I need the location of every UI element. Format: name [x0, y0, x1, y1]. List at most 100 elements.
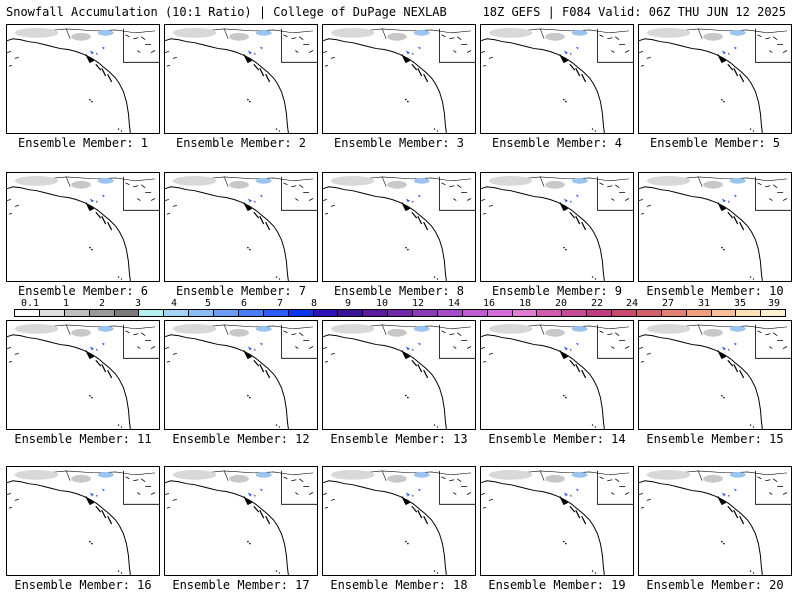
- legend-swatch: [661, 310, 687, 316]
- legend-swatch: [462, 310, 488, 316]
- snowfall-map: [638, 24, 792, 134]
- legend-swatch: [736, 310, 762, 316]
- legend-label: 3: [134, 298, 142, 309]
- ensemble-member-label: Ensemble Member: 16: [14, 578, 152, 592]
- legend-swatch: [388, 310, 413, 316]
- legend-label: 35: [733, 298, 747, 309]
- legend-swatch: [114, 310, 140, 316]
- ensemble-panel: Ensemble Member: 13: [322, 320, 476, 450]
- ensemble-member-label: Ensemble Member: 5: [649, 136, 781, 150]
- legend-bar: [14, 309, 786, 317]
- legend-swatch: [338, 310, 364, 316]
- legend-swatch: [15, 310, 40, 316]
- legend-label: 39: [767, 298, 781, 309]
- ensemble-member-label: Ensemble Member: 18: [330, 578, 468, 592]
- ensemble-panel: Ensemble Member: 6: [6, 172, 160, 302]
- snowfall-map: [6, 24, 160, 134]
- legend-swatch: [39, 310, 65, 316]
- legend-label: 5: [204, 298, 212, 309]
- ensemble-member-label: Ensemble Member: 1: [17, 136, 149, 150]
- legend-swatch: [761, 310, 786, 316]
- legend-label: 14: [447, 298, 461, 309]
- ensemble-panel: Ensemble Member: 14: [480, 320, 634, 450]
- legend-label: 18: [518, 298, 532, 309]
- ensemble-panel: Ensemble Member: 1: [6, 24, 160, 154]
- legend-label: 2: [98, 298, 106, 309]
- snowfall-map: [6, 466, 160, 576]
- legend-swatch: [189, 310, 214, 316]
- ensemble-panel: Ensemble Member: 10: [638, 172, 792, 302]
- ensemble-panel: Ensemble Member: 9: [480, 172, 634, 302]
- legend-label: 8: [310, 298, 318, 309]
- legend-label: 24: [625, 298, 639, 309]
- ensemble-member-label: Ensemble Member: 11: [14, 432, 152, 446]
- legend-swatch: [686, 310, 712, 316]
- ensemble-member-label: Ensemble Member: 14: [488, 432, 626, 446]
- legend-swatch: [587, 310, 612, 316]
- model-run-info: 18Z GEFS | F084 Valid: 06Z THU JUN 12 20…: [482, 5, 786, 19]
- snowfall-map: [322, 320, 476, 430]
- legend-swatch: [487, 310, 513, 316]
- snowfall-map: [6, 172, 160, 282]
- legend-label: 12: [411, 298, 425, 309]
- ensemble-panel: Ensemble Member: 16: [6, 466, 160, 596]
- legend-swatch: [363, 310, 389, 316]
- ensemble-member-label: Ensemble Member: 2: [175, 136, 307, 150]
- ensemble-panel: Ensemble Member: 17: [164, 466, 318, 596]
- map-title: Snowfall Accumulation (10:1 Ratio) | Col…: [6, 5, 447, 19]
- ensemble-panel: Ensemble Member: 19: [480, 466, 634, 596]
- ensemble-panel: Ensemble Member: 7: [164, 172, 318, 302]
- legend-label: 20: [554, 298, 568, 309]
- snowfall-map: [164, 172, 318, 282]
- legend-swatch: [437, 310, 463, 316]
- legend-swatch: [636, 310, 662, 316]
- snowfall-map: [480, 320, 634, 430]
- legend-swatch: [537, 310, 563, 316]
- ensemble-member-label: Ensemble Member: 19: [488, 578, 626, 592]
- legend-swatch: [89, 310, 115, 316]
- legend-label: 22: [590, 298, 604, 309]
- legend-label: 27: [661, 298, 675, 309]
- legend-label: 7: [276, 298, 284, 309]
- legend-swatch: [562, 310, 588, 316]
- snowfall-map: [638, 466, 792, 576]
- ensemble-member-label: Ensemble Member: 10: [646, 284, 784, 298]
- snowfall-map: [638, 172, 792, 282]
- legend-label: 0.1: [20, 298, 40, 309]
- ensemble-member-label: Ensemble Member: 17: [172, 578, 310, 592]
- snowfall-map: [164, 466, 318, 576]
- legend-swatch: [288, 310, 314, 316]
- legend-swatch: [214, 310, 239, 316]
- legend-label: 9: [344, 298, 352, 309]
- legend-label: 31: [697, 298, 711, 309]
- snowfall-map: [6, 320, 160, 430]
- legend-swatch: [238, 310, 264, 316]
- snowfall-map: [322, 24, 476, 134]
- ensemble-panel: Ensemble Member: 2: [164, 24, 318, 154]
- legend-swatch: [711, 310, 737, 316]
- snowfall-map: [480, 24, 634, 134]
- ensemble-panel: Ensemble Member: 5: [638, 24, 792, 154]
- ensemble-panel: Ensemble Member: 15: [638, 320, 792, 450]
- snowfall-map: [322, 466, 476, 576]
- snowfall-map: [164, 24, 318, 134]
- ensemble-member-label: Ensemble Member: 8: [333, 284, 465, 298]
- legend-swatch: [164, 310, 190, 316]
- ensemble-member-label: Ensemble Member: 3: [333, 136, 465, 150]
- legend-label: 1: [62, 298, 70, 309]
- ensemble-member-label: Ensemble Member: 7: [175, 284, 307, 298]
- ensemble-member-label: Ensemble Member: 6: [17, 284, 149, 298]
- ensemble-member-label: Ensemble Member: 9: [491, 284, 623, 298]
- snowfall-map: [638, 320, 792, 430]
- ensemble-panel: Ensemble Member: 20: [638, 466, 792, 596]
- legend-swatch: [612, 310, 637, 316]
- legend-label: 6: [240, 298, 248, 309]
- color-legend: 0.1 1 2 3 4 5 6 7 8 9 10 12 14 16 18 20 22 24 27 31 35 39: [14, 298, 786, 318]
- legend-label: 10: [375, 298, 389, 309]
- snowfall-map: [322, 172, 476, 282]
- ensemble-panel: Ensemble Member: 4: [480, 24, 634, 154]
- ensemble-member-label: Ensemble Member: 12: [172, 432, 310, 446]
- legend-swatch: [313, 310, 339, 316]
- legend-swatch: [413, 310, 438, 316]
- snowfall-map: [480, 172, 634, 282]
